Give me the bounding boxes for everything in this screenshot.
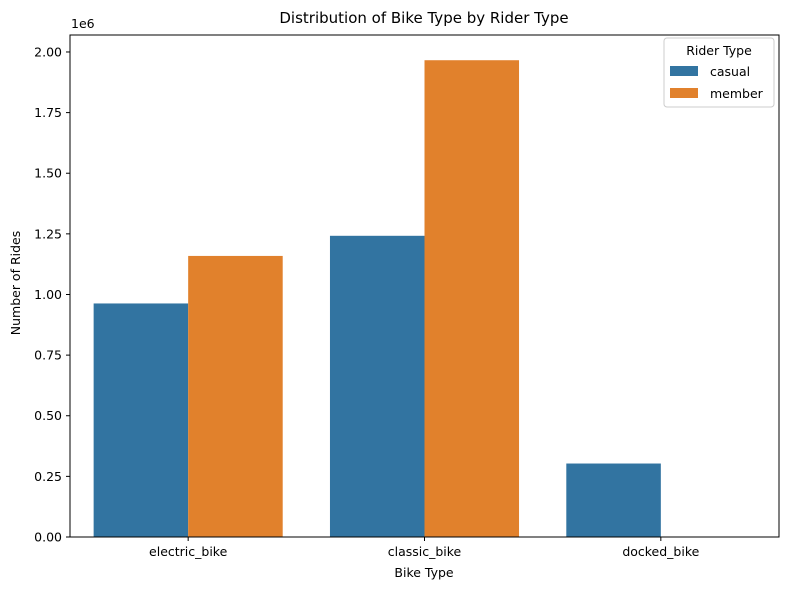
bar-electric_bike-casual [93, 303, 189, 537]
y-tick-label: 0.75 [34, 348, 62, 363]
y-tick-label: 1.50 [34, 166, 62, 181]
y-tick-label: 1.25 [34, 226, 62, 241]
bar-classic_bike-casual [329, 235, 425, 538]
y-axis-label: Number of Rides [8, 231, 23, 336]
bar-docked_bike-casual [566, 463, 661, 537]
chart-title: Distribution of Bike Type by Rider Type [279, 9, 568, 27]
legend-swatch-casual [670, 66, 698, 76]
y-tick-label: 1.00 [34, 287, 62, 302]
bars-layer [93, 60, 661, 538]
legend: Rider Type casual member [663, 37, 775, 108]
y-tick-label: 0.50 [34, 408, 62, 423]
bar-electric_bike-member [188, 255, 283, 537]
legend-label-member: member [710, 86, 764, 101]
y-offset-label: 1e6 [71, 16, 95, 31]
x-tick-label: electric_bike [149, 544, 228, 559]
y-tick-label: 2.00 [34, 44, 62, 59]
x-axis-label: Bike Type [394, 565, 454, 580]
x-tick-label: docked_bike [622, 544, 699, 559]
legend-swatch-member [670, 88, 698, 98]
legend-title: Rider Type [686, 43, 752, 58]
x-tick-label: classic_bike [388, 544, 462, 559]
y-tick-label: 0.25 [34, 469, 62, 484]
axes-layer: 0.00 0.25 0.50 0.75 1.00 1.25 1.50 1.75 2.00 elec… [34, 34, 780, 559]
bar-classic_bike-member [424, 60, 520, 538]
y-tick-label: 1.75 [34, 105, 62, 120]
y-tick-label: 0.00 [34, 530, 62, 545]
legend-label-casual: casual [710, 64, 750, 79]
